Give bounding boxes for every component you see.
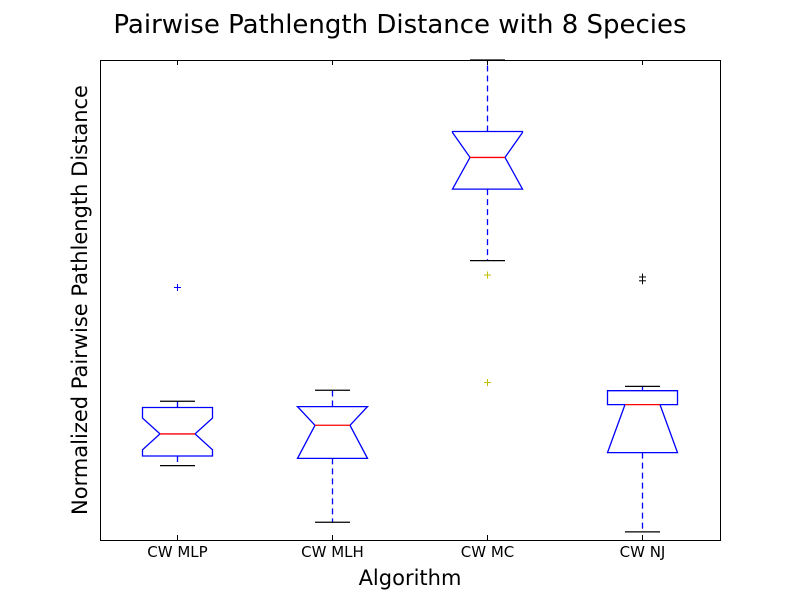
outlier-point (174, 284, 181, 292)
plot-area (100, 60, 721, 541)
notched-box (451, 130, 524, 190)
y-axis-label: Normalized Pairwise Pathlength Distance (68, 85, 92, 515)
chart-title: Pairwise Pathlength Distance with 8 Spec… (113, 10, 686, 40)
box-group-3 (606, 273, 679, 533)
x-tick-label: CW MLH (301, 543, 364, 561)
outlier-point (484, 271, 491, 279)
box-group-0 (141, 284, 214, 467)
boxes-layer (141, 59, 679, 533)
outlier-point (484, 379, 491, 387)
notched-box (606, 390, 679, 454)
outlier-point (639, 277, 646, 285)
box-group-2 (451, 59, 524, 387)
box-group-1 (296, 389, 369, 523)
notched-box (141, 406, 214, 457)
x-ticks: CW MLP CW MLH CW MC CW NJ (147, 60, 665, 561)
x-tick-label: CW MC (461, 543, 515, 561)
x-tick-label: CW NJ (620, 543, 666, 561)
x-axis-label: Algorithm (359, 566, 462, 590)
x-tick-label: CW MLP (147, 543, 207, 561)
